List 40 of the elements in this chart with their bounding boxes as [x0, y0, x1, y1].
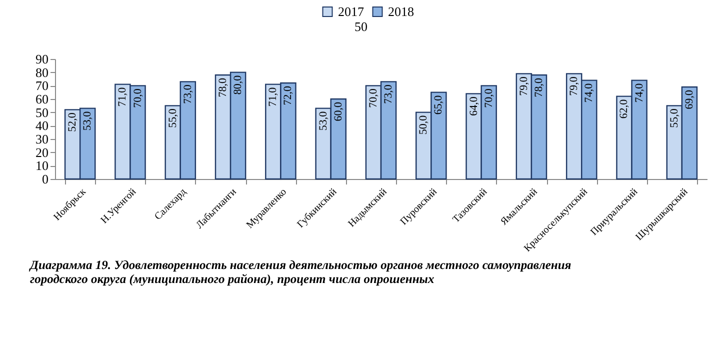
legend-label: 2018 — [388, 4, 414, 19]
data-label: 71,0 — [267, 86, 280, 107]
y-tick-label: 0 — [42, 172, 48, 186]
data-label: 55,0 — [668, 108, 680, 128]
data-label: 78,0 — [532, 78, 545, 98]
y-tick-label: 60 — [36, 92, 48, 106]
data-label: 53,0 — [82, 110, 94, 131]
legend-label: 2017 — [338, 4, 364, 19]
data-label: 71,0 — [116, 86, 129, 107]
y-tick-label: 30 — [36, 132, 48, 146]
data-label: 70,0 — [132, 88, 144, 108]
data-label: 70,0 — [367, 88, 380, 108]
data-label: 72,0 — [282, 86, 294, 106]
data-label: 65,0 — [432, 94, 445, 115]
y-tick-label: 50 — [36, 104, 48, 120]
y-tick-label: 40 — [36, 118, 48, 134]
y-tick-label: 80 — [36, 64, 48, 80]
data-label: 69,0 — [683, 90, 696, 110]
data-label: 74,0 — [633, 82, 646, 103]
data-label: 73,0 — [382, 84, 395, 104]
data-label: 73,0 — [182, 84, 194, 104]
text: 50 — [354, 19, 368, 34]
data-label: 52,0 — [66, 112, 79, 132]
data-label: 60,0 — [332, 102, 344, 122]
data-label: 80,0 — [232, 74, 244, 95]
y-tick-label: 10 — [36, 158, 48, 174]
data-label: 64,0 — [468, 96, 480, 116]
data-label: 70,0 — [482, 88, 495, 108]
data-label: 62,0 — [618, 98, 630, 119]
data-label: 55,0 — [166, 108, 179, 128]
y-tick-label: 90 — [36, 52, 48, 66]
data-label: 50,0 — [418, 114, 430, 135]
data-label: 79,0 — [568, 76, 580, 96]
data-label: 79,0 — [518, 76, 530, 96]
data-label: 74,0 — [583, 82, 596, 103]
y-tick-label: 20 — [36, 144, 48, 160]
data-label: 53,0 — [317, 110, 330, 131]
data-label: 78,0 — [217, 78, 230, 98]
text: Диаграмма 19. Удовлетворенность населения деятельностью органов местного самоуправления городского округа (муниципального района), процент числа опрошенных — [29, 258, 572, 286]
y-tick-label: 70 — [36, 78, 48, 94]
